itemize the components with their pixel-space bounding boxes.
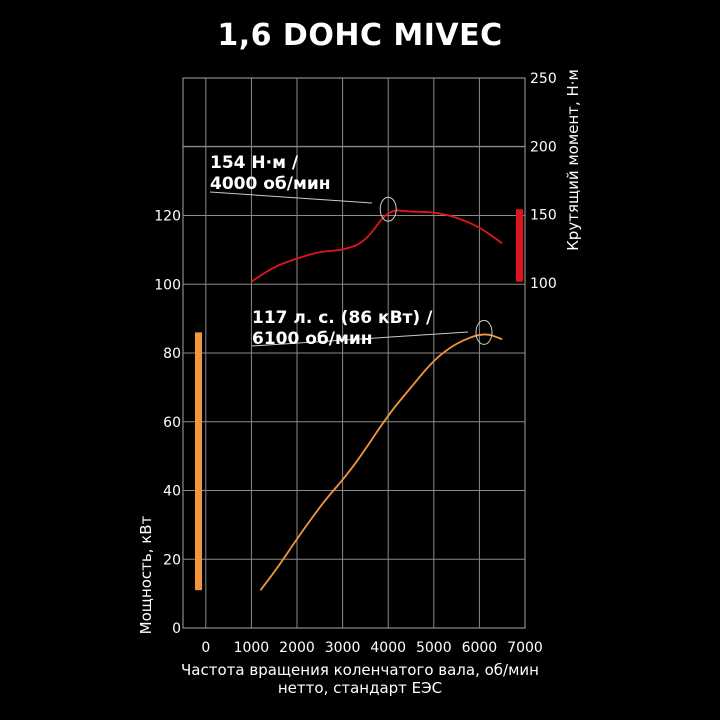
annotation-marker <box>475 319 493 345</box>
annotation-marker <box>379 196 397 222</box>
annotation-label: 6100 об/мин <box>252 329 373 349</box>
x-tick-label: 5000 <box>416 640 452 656</box>
x-axis-label: Частота вращения коленчатого вала, об/ми… <box>181 661 539 679</box>
x-tick-label: 1000 <box>234 640 270 656</box>
y-left-axis-label: Мощность, кВт <box>137 515 155 634</box>
torque-range-bar <box>516 209 523 282</box>
annotation-leader <box>251 331 469 347</box>
y-left-tick-label: 60 <box>163 415 181 431</box>
x-tick-label: 2000 <box>279 640 315 656</box>
y-right-axis-label: Крутящий момент, Н·м <box>564 69 582 251</box>
annotation-label: 117 л. с. (86 кВт) / <box>252 308 433 328</box>
x-tick-label: 4000 <box>370 640 406 656</box>
grid <box>182 77 526 629</box>
y-right-tick-label: 250 <box>530 71 557 87</box>
y-right-tick-label: 150 <box>530 208 557 224</box>
power-curve <box>259 333 503 591</box>
x-tick-label: 6000 <box>462 640 498 656</box>
y-left-tick-label: 20 <box>163 552 181 568</box>
series <box>250 209 503 591</box>
y-left-tick-label: 80 <box>163 346 181 362</box>
x-tick-label: 7000 <box>507 640 543 656</box>
range-bars <box>195 209 523 591</box>
y-right-tick-label: 200 <box>530 139 557 155</box>
x-tick-label: 3000 <box>325 640 361 656</box>
y-left-tick-label: 0 <box>172 621 181 637</box>
axis-labels: Частота вращения коленчатого вала, об/ми… <box>137 69 582 697</box>
annotations: 154 Н·м /4000 об/мин 117 л. с. (86 кВт) /… <box>209 153 493 349</box>
x-axis-label: нетто, стандарт ЕЭС <box>278 679 442 697</box>
torque-curve <box>250 209 503 283</box>
y-left-tick-label: 120 <box>154 209 181 225</box>
x-tick-label: 0 <box>201 640 210 656</box>
annotation-leader <box>209 191 373 204</box>
y-right-tick-label: 100 <box>530 276 557 292</box>
y-left-tick-label: 40 <box>163 484 181 500</box>
tick-labels: 0 1000 2000 3000 4000 5000 6000 7000 0 20 40 60 80 10… <box>154 71 556 656</box>
chart-title: 1,6 DOHC MIVEC <box>217 18 503 53</box>
annotation-label: 154 Н·м / <box>210 153 299 173</box>
y-left-tick-label: 100 <box>154 277 181 293</box>
power-range-bar <box>195 332 202 591</box>
annotation-label: 4000 об/мин <box>210 174 331 194</box>
